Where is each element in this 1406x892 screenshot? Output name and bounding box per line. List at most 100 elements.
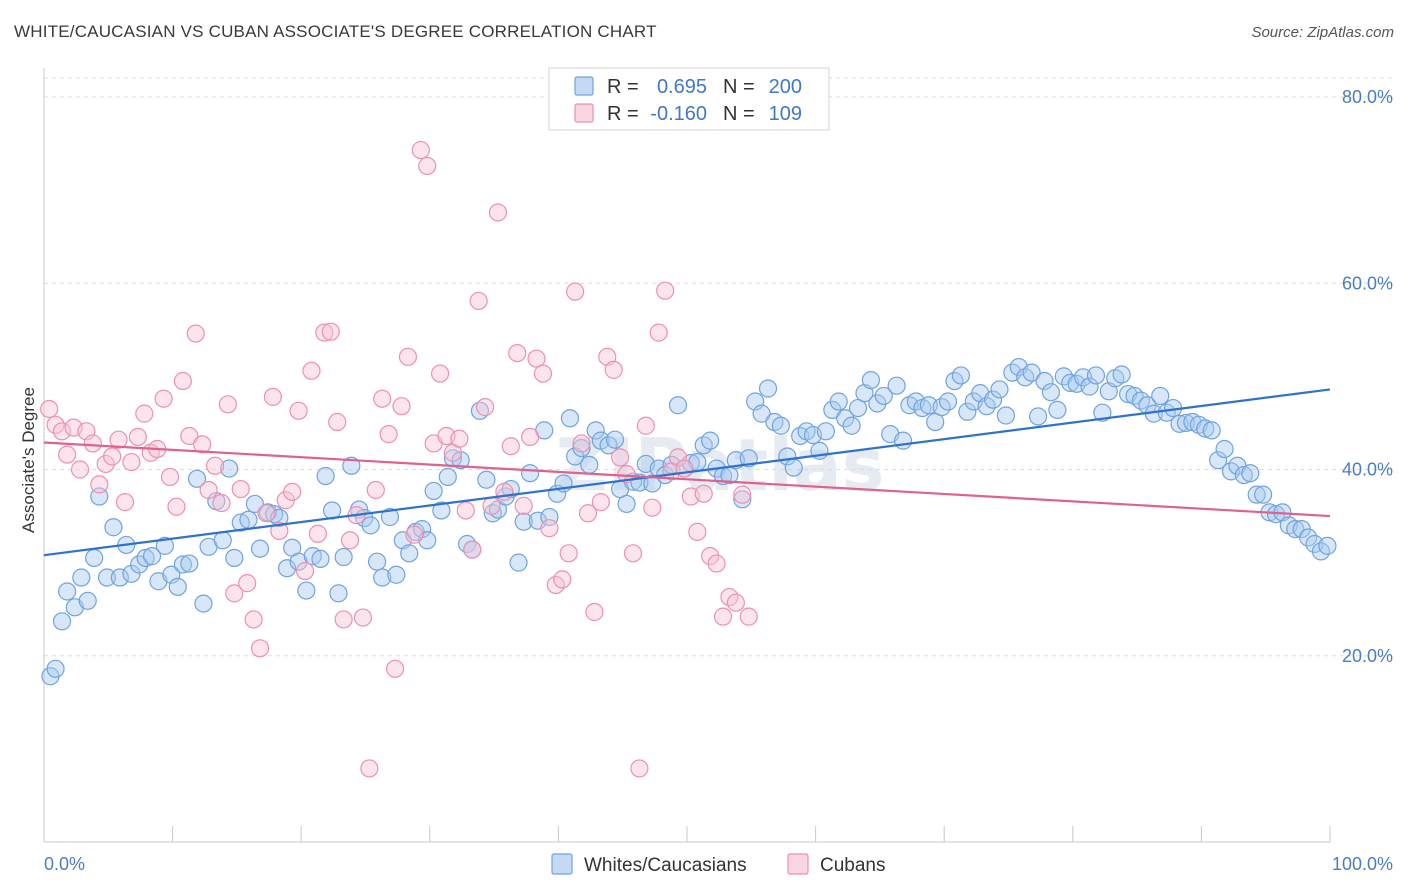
point-cubans [257, 504, 276, 523]
point-cubans [456, 501, 475, 520]
data-points [40, 140, 1337, 778]
point-whites [142, 547, 162, 566]
point-cubans [103, 447, 122, 466]
point-cubans [707, 554, 726, 573]
point-whites [78, 591, 97, 610]
point-whites [239, 510, 258, 529]
point-cubans [623, 544, 643, 563]
point-whites [225, 548, 244, 568]
point-cubans [263, 387, 283, 406]
point-cubans [122, 452, 141, 472]
point-cubans [488, 203, 508, 222]
point-whites [1112, 365, 1131, 384]
point-cubans [238, 574, 257, 593]
point-cubans [739, 607, 758, 626]
point-cubans [328, 412, 347, 432]
point-cubans [315, 323, 334, 342]
point-whites [85, 548, 104, 568]
point-whites [1022, 363, 1041, 382]
point-cubans [308, 524, 328, 543]
point-whites [1196, 419, 1215, 438]
point-whites [996, 406, 1016, 425]
point-whites [52, 612, 72, 631]
point-whites [187, 469, 207, 488]
point-cubans [193, 435, 212, 454]
series-legend-label: Cubans [820, 855, 886, 876]
point-whites [958, 402, 977, 421]
point-cubans [385, 659, 405, 678]
r-label: R = [607, 76, 639, 98]
x-tick-label: 100.0% [1332, 854, 1393, 874]
point-cubans [668, 448, 688, 467]
point-whites [1080, 377, 1099, 396]
point-whites [451, 451, 470, 470]
point-cubans [180, 426, 199, 446]
trend-line-cubans [43, 441, 1331, 518]
point-whites [168, 577, 187, 596]
point-whites [874, 386, 893, 406]
point-cubans [167, 497, 186, 516]
point-whites [213, 531, 232, 550]
y-tick-label: 40.0% [1342, 460, 1393, 480]
point-cubans [353, 608, 373, 627]
point-whites [521, 464, 540, 483]
point-cubans [726, 593, 745, 612]
point-cubans [559, 544, 578, 563]
n-label: N = [723, 103, 755, 125]
point-whites [400, 544, 419, 563]
point-whites [887, 376, 906, 395]
point-cubans [733, 485, 752, 504]
point-whites [477, 470, 496, 489]
point-cubans [83, 434, 102, 453]
point-cubans [225, 584, 244, 603]
y-tick-label: 60.0% [1342, 273, 1393, 293]
point-whites [97, 568, 117, 587]
r-value: 0.695 [657, 76, 707, 98]
point-cubans [411, 140, 430, 160]
point-whites [58, 582, 77, 601]
point-cubans [96, 454, 115, 474]
point-whites [46, 659, 65, 678]
point-whites [701, 431, 720, 450]
point-whites [771, 416, 790, 435]
point-cubans [450, 429, 469, 448]
point-whites [387, 565, 406, 584]
point-whites [457, 534, 477, 554]
point-cubans [379, 425, 398, 444]
point-whites [173, 555, 192, 574]
point-cubans [495, 482, 514, 501]
point-cubans [611, 448, 630, 467]
point-cubans [40, 399, 59, 419]
x-tick-labels: 0.0% 100.0% [44, 854, 1393, 874]
point-whites [758, 379, 778, 398]
point-whites [1215, 439, 1234, 459]
point-cubans [289, 401, 308, 420]
point-cubans [694, 484, 713, 503]
point-whites [194, 594, 213, 613]
point-whites [560, 409, 580, 428]
point-cubans [115, 492, 135, 512]
point-whites [1286, 519, 1305, 539]
point-whites [514, 512, 533, 531]
trend-line-whites [43, 388, 1331, 557]
point-whites [990, 380, 1009, 399]
point-cubans [604, 360, 623, 379]
y-tick-labels: 20.0% 40.0% 60.0% 80.0% [1342, 87, 1393, 666]
point-whites [373, 568, 392, 587]
point-whites [1028, 407, 1048, 426]
n-label: N = [723, 76, 755, 98]
point-whites [1086, 366, 1106, 385]
point-whites [586, 421, 605, 440]
point-whites [1254, 485, 1273, 504]
point-whites [104, 518, 123, 537]
n-value: 109 [769, 103, 802, 125]
axes [43, 68, 1331, 843]
point-cubans [295, 561, 315, 581]
series-legend-swatch [787, 853, 809, 875]
point-cubans [566, 282, 585, 301]
point-whites [509, 553, 528, 572]
point-whites [367, 552, 387, 571]
point-whites [1318, 536, 1337, 555]
point-cubans [630, 759, 649, 778]
